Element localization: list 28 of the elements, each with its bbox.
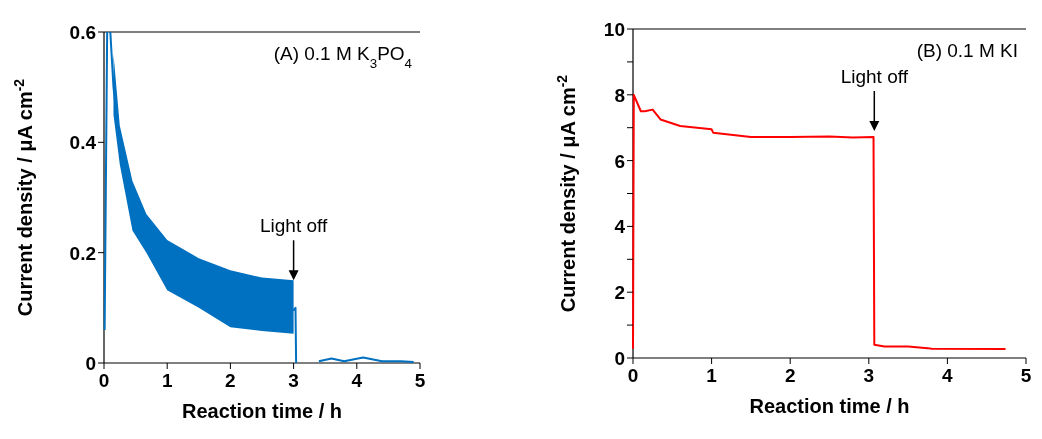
- x-tick-label: 3: [863, 365, 875, 386]
- x-tick-label: 2: [784, 365, 796, 386]
- x-tick-label: 4: [942, 365, 954, 386]
- y-tick-label: 4: [614, 216, 626, 238]
- annotation: Light off: [840, 65, 909, 87]
- x-axis-title: Reaction time / h: [749, 395, 910, 417]
- x-tick-label: 5: [1020, 365, 1032, 386]
- line-series: [632, 93, 1007, 351]
- annotation: (A) 0.1 M K$_{3}$PO$_{4}$: [273, 43, 412, 71]
- y-tick-label: 0.2: [69, 242, 96, 264]
- x-axis-title: Reaction time / h: [181, 400, 343, 422]
- y-tick-label: 8: [614, 84, 625, 106]
- x-tick-label: 1: [161, 370, 173, 391]
- x-tick-label: 2: [225, 370, 236, 391]
- x-tick-label: 0: [98, 370, 110, 391]
- y-tick-label: 0.4: [69, 132, 97, 154]
- y-tick-label: 2: [614, 282, 625, 304]
- y-tick-label: 0.6: [69, 22, 96, 43]
- x-tick-label: 0: [627, 365, 639, 386]
- x-tick-label: 3: [288, 370, 299, 391]
- y-tick-label: 6: [614, 150, 625, 172]
- y-tick-label: 0: [614, 348, 625, 369]
- annotation: Light off: [259, 215, 328, 237]
- x-tick-label: 4: [351, 370, 363, 391]
- y-tick-label: 10: [603, 19, 625, 40]
- x-tick-label: 5: [414, 370, 426, 391]
- x-tick-label: 1: [706, 365, 718, 386]
- annotation: (B) 0.1 M KI: [916, 40, 1018, 61]
